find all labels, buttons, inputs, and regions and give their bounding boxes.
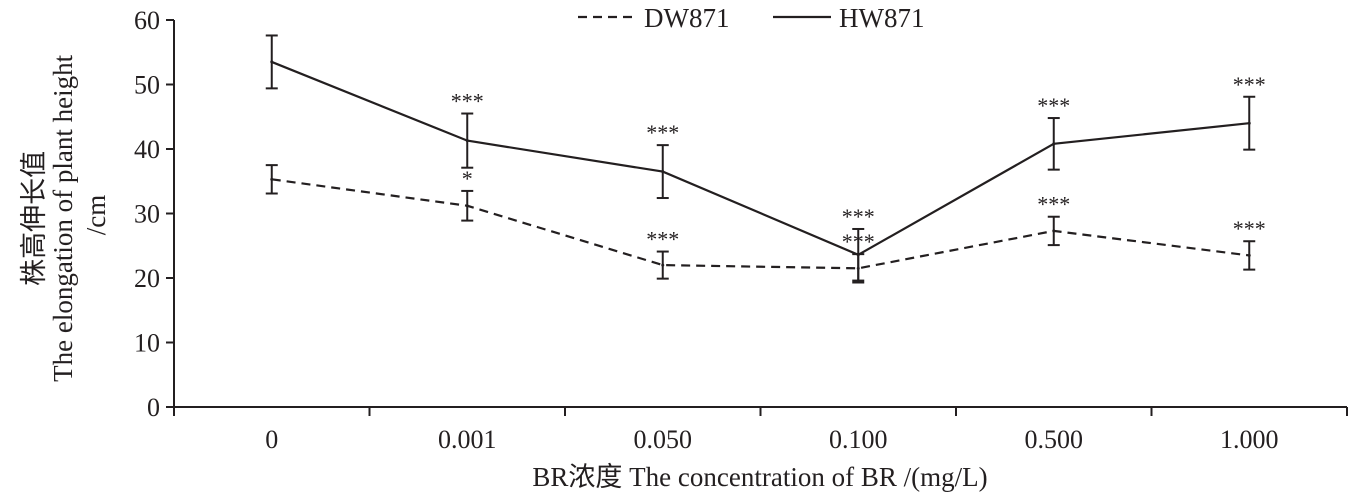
- x-tick-label: 1.000: [1220, 425, 1279, 454]
- y-tick-label: 0: [147, 393, 160, 422]
- y-axis-title: 株高伸长值 The elongation of plant height /cm: [19, 48, 111, 382]
- legend: DW871 HW871: [578, 3, 924, 33]
- series-layer: **** ************************: [265, 34, 1266, 284]
- y-tick-label: 30: [134, 200, 160, 229]
- series-dw871: **** *********: [265, 164, 1266, 284]
- data-point: [270, 177, 274, 181]
- significance-label: ***: [842, 204, 875, 229]
- data-point: [270, 60, 274, 64]
- data-point: [1052, 142, 1056, 146]
- y-axis-title-line-1: 株高伸长值: [19, 151, 49, 286]
- legend-label: DW871: [644, 3, 729, 33]
- data-point: [1052, 229, 1056, 233]
- data-point: [465, 204, 469, 208]
- axes: 0 10 20 30 40 50 60 0 0.001 0.050 0.100 0.500 1.000: [134, 6, 1348, 454]
- x-tick-label: 0.100: [829, 425, 888, 454]
- data-point: [465, 139, 469, 143]
- y-axis-title-line-2: The elongation of plant height: [48, 54, 78, 381]
- significance-label: ***: [1037, 192, 1070, 217]
- significance-label: ***: [451, 89, 484, 114]
- y-axis-title-line-3: /cm: [81, 195, 111, 236]
- y-tick-label: 40: [134, 135, 160, 164]
- data-point: [856, 253, 860, 257]
- data-point: [661, 170, 665, 174]
- x-tick-label: 0.001: [438, 425, 497, 454]
- series-line: [271, 178, 1250, 270]
- data-point: [661, 263, 665, 267]
- x-tick-label: 0: [265, 425, 278, 454]
- y-tick-label: 20: [134, 264, 160, 293]
- data-point: [1247, 121, 1251, 125]
- data-point: [1247, 253, 1251, 257]
- x-tick-label: 0.050: [634, 425, 693, 454]
- x-tick-label: 0.500: [1025, 425, 1084, 454]
- legend-item-dw871: DW871: [578, 3, 729, 33]
- series-line: [271, 60, 1250, 257]
- y-tick-label: 50: [134, 71, 160, 100]
- series-hw871: *** *** *** *** ***: [265, 34, 1266, 282]
- x-axis-title: BR浓度 The concentration of BR /(mg/L): [532, 462, 987, 492]
- legend-label: HW871: [839, 3, 924, 33]
- significance-label: ***: [646, 227, 679, 252]
- significance-label: ***: [1233, 216, 1266, 241]
- legend-item-hw871: HW871: [773, 3, 924, 33]
- significance-label: ***: [1233, 72, 1266, 97]
- y-tick-label: 60: [134, 6, 160, 35]
- significance-label: ***: [646, 120, 679, 145]
- significance-label: *: [462, 166, 473, 191]
- significance-label: ***: [1037, 93, 1070, 118]
- y-tick-label: 10: [134, 329, 160, 358]
